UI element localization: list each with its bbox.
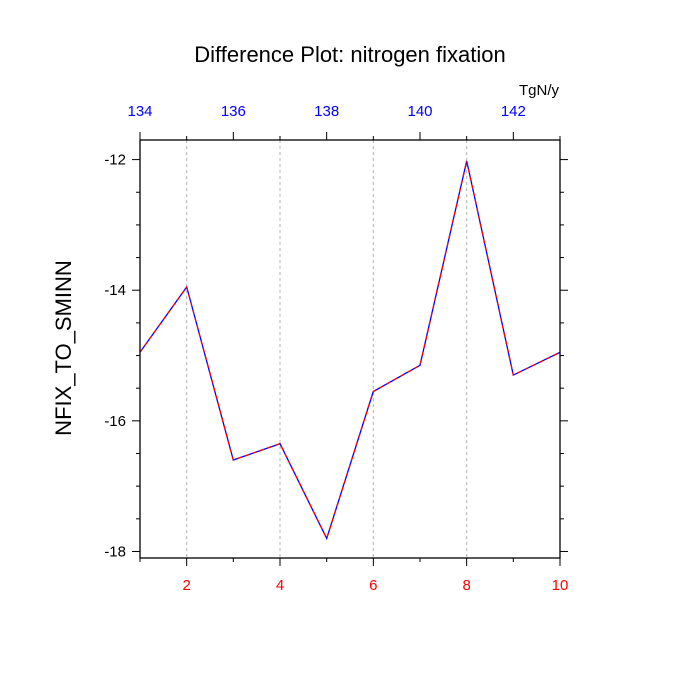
- y-tick-label: -18: [104, 543, 126, 560]
- top-tick-label: 142: [501, 103, 526, 120]
- y-tick-label: -12: [104, 152, 126, 169]
- top-tick-label: 136: [221, 103, 246, 120]
- tick-layer: 2 4 6 8 10 134 136 138 140 142 -12 -14 -16 -18: [104, 103, 568, 594]
- top-tick-label: 140: [407, 103, 432, 120]
- series-line-dash: [139, 160, 561, 541]
- top-tick-label: 134: [127, 103, 152, 120]
- y-axis-label: NFIX_TO_SMINN: [51, 260, 76, 436]
- y-tick-label: -16: [104, 413, 126, 430]
- series-layer: [139, 160, 561, 541]
- chart-title: Difference Plot: nitrogen fixation: [194, 42, 505, 67]
- grid-layer: [186, 140, 468, 558]
- x-tick-label: 6: [369, 577, 377, 594]
- y-tick-label: -14: [104, 282, 126, 299]
- plot-frame: [139, 139, 561, 559]
- x-tick-label: 4: [276, 577, 284, 594]
- top-tick-label: 138: [314, 103, 339, 120]
- top-axis-units: TgN/y: [519, 82, 560, 99]
- x-tick-label: 8: [462, 577, 470, 594]
- x-tick-label: 2: [182, 577, 190, 594]
- x-tick-label: 10: [552, 577, 569, 594]
